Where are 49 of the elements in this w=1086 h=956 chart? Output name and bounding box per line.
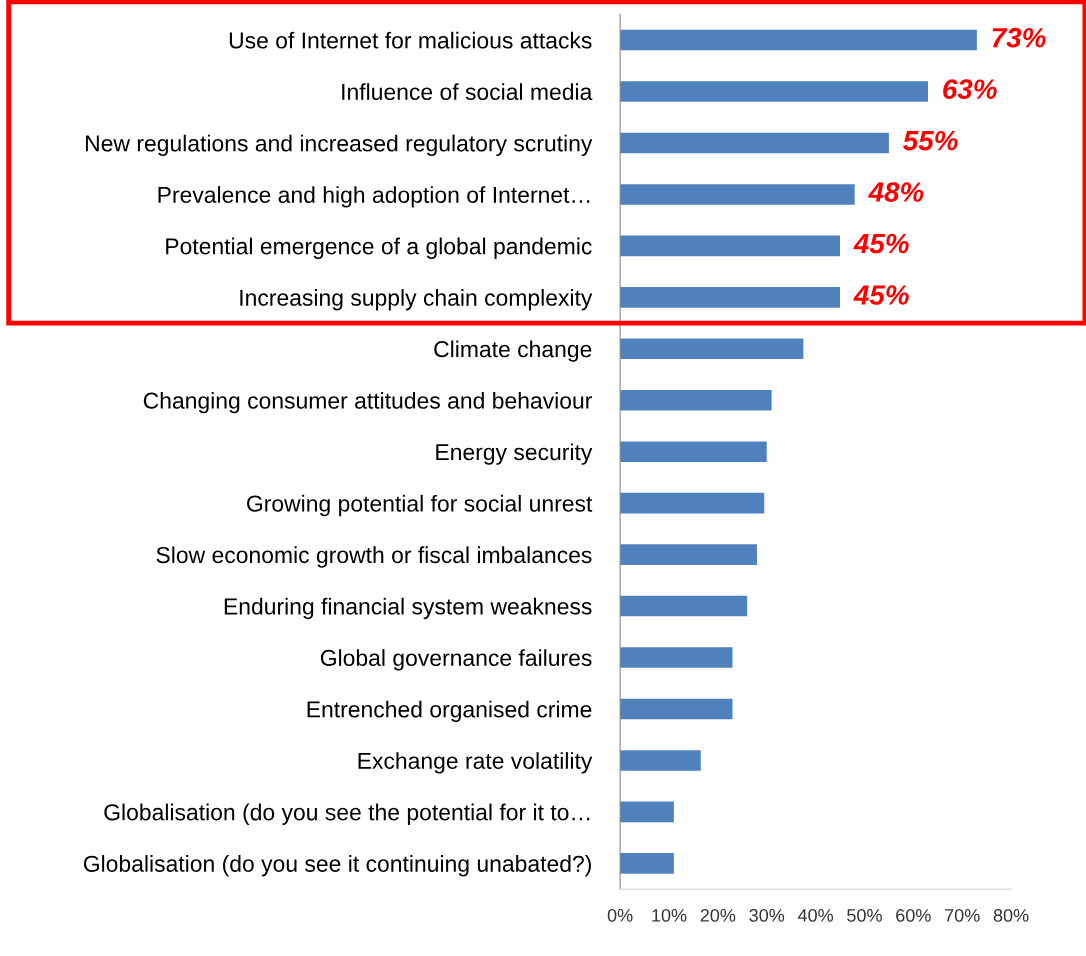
y-tick-label: Potential emergence of a global pandemic (166, 237, 592, 259)
bar (620, 287, 841, 308)
x-tick-label: 0% (607, 909, 633, 922)
bar (620, 801, 674, 823)
bar (620, 235, 841, 257)
bar (620, 81, 928, 102)
bar (620, 132, 889, 154)
y-tick-label: Influence of social media (342, 83, 593, 101)
x-tick-label: 20% (700, 909, 736, 922)
data-label: 73% (992, 27, 1046, 48)
data-label: 45% (853, 233, 909, 254)
data-label: 55% (903, 130, 958, 151)
y-tick-label: Energy security (436, 443, 593, 465)
bar (620, 750, 701, 771)
data-label: 63% (943, 79, 997, 99)
y-tick-label: Globalisation (do you see it continuing unabated?) (83, 855, 591, 877)
y-tick-label: Exchange rate volatility (358, 752, 593, 774)
x-tick-label: 70% (945, 909, 980, 922)
bar (620, 698, 733, 720)
x-tick-label: 30% (749, 909, 785, 922)
data-label: 48% (868, 182, 924, 202)
x-tick-label: 50% (847, 909, 882, 922)
y-tick-label: Changing consumer attitudes and behaviour (143, 391, 592, 414)
y-tick-label: Use of Internet for malicious attacks (229, 31, 592, 49)
bar (620, 595, 748, 617)
x-tick-label: 10% (652, 909, 687, 922)
bar (620, 544, 757, 565)
bar (620, 647, 733, 668)
y-tick-label: Prevalence and high adoption of Internet… (158, 186, 590, 208)
y-tick-label: Globalisation (do you see the potential for it to… (104, 803, 590, 825)
x-tick-label: 60% (896, 909, 931, 922)
bar (620, 338, 804, 360)
bar (620, 853, 674, 874)
bar (620, 29, 977, 51)
y-tick-label: Entrenched organised crime (307, 700, 592, 723)
bar (620, 184, 855, 205)
y-tick-label: Global governance failures (320, 649, 592, 671)
y-tick-label: Slow economic growth or fiscal imbalances (156, 546, 592, 568)
bar (620, 441, 767, 462)
y-tick-label: Increasing supply chain complexity (240, 289, 593, 311)
y-tick-label: New regulations and increased regulatory scrutiny (85, 134, 593, 157)
x-tick-label: 40% (797, 909, 834, 922)
y-tick-label: Growing potential for social unrest (247, 494, 593, 517)
x-tick-label: 80% (993, 909, 1029, 922)
data-label: 45% (853, 285, 909, 305)
y-tick-label: Climate change (434, 340, 592, 362)
bar (620, 389, 772, 411)
bar (620, 492, 765, 514)
y-tick-label: Enduring financial system weakness (224, 597, 592, 620)
